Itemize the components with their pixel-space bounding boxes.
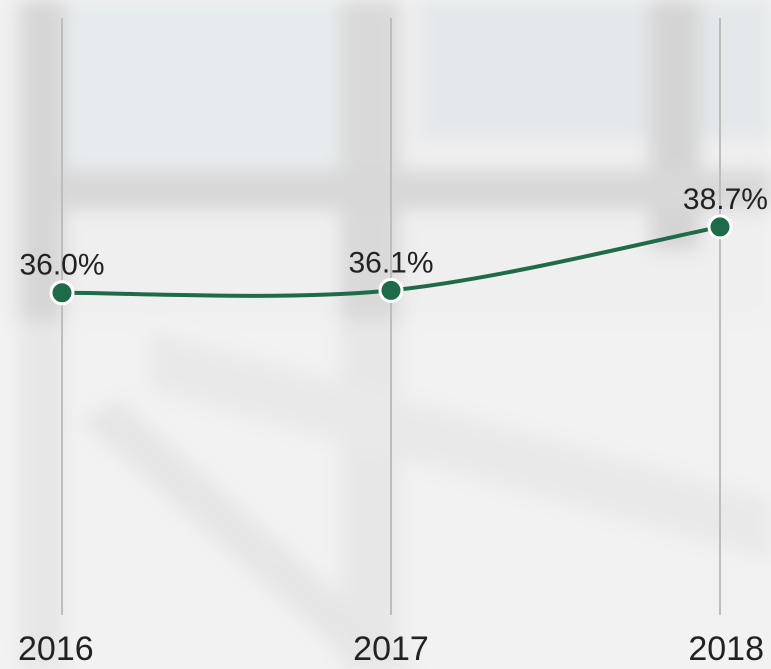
data-point <box>380 279 402 301</box>
x-tick-label: 2016 <box>18 630 94 668</box>
data-point <box>51 282 73 304</box>
data-label: 36.0% <box>19 249 104 282</box>
data-label: 36.1% <box>348 246 433 279</box>
page: {"chart_data": {"type": "line", "categor… <box>0 0 771 669</box>
chart: 2016 2017 2018 36.0% 36.1% 38.7% <box>0 0 771 669</box>
data-label: 38.7% <box>683 183 768 216</box>
data-point <box>709 216 731 238</box>
background-photo <box>0 0 771 669</box>
x-tick-label: 2017 <box>353 630 429 668</box>
x-tick-label: 2018 <box>688 630 764 668</box>
